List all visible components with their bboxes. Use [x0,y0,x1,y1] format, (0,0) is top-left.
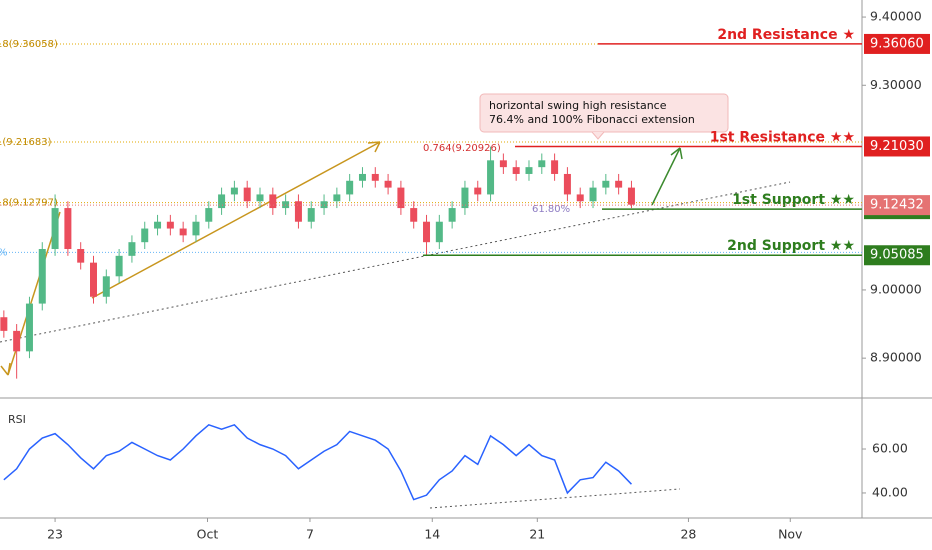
candle-body [102,276,110,297]
candle-body [435,221,443,243]
level-label: 2nd Support ★★ [727,238,855,254]
candle-body [551,160,559,174]
candle-body [448,208,456,222]
fib-label: 1(9.21683) [0,137,52,148]
candle-body [371,173,379,181]
candle-body [13,330,21,352]
candle-body [461,187,469,209]
candle-body [384,180,392,188]
price-box [864,245,930,266]
last-price-box [864,195,930,216]
candle-body [192,221,200,236]
candle-body [358,173,366,181]
candle-body [333,194,341,202]
rsi-line [3,423,632,501]
x-tick-label: Oct [197,527,219,542]
candle-body [256,194,264,202]
candle-body [38,249,46,304]
candle-body [269,194,277,209]
candle-body [576,194,584,202]
candle-body [512,167,520,174]
x-tick-label: Nov [778,527,803,542]
rsi-trend-line [429,488,681,509]
candle-body [589,187,597,202]
last-price-label: 9.12432 [870,198,924,213]
x-tick-label: 14 [424,527,440,542]
candle-body [51,208,59,250]
fib-label: % [0,247,8,258]
candle-body [397,187,405,209]
y-tick-label: 60.00 [872,441,908,456]
candle-body [218,194,226,209]
price-box-label: 9.36060 [870,36,924,51]
projection-arrow [651,147,683,206]
price-box [864,33,930,54]
fib-label: 61.80% [532,204,570,215]
candle-body [294,201,302,222]
x-tick-label: 28 [680,527,696,542]
y-tick-label: 8.90000 [870,350,922,365]
level-label: 1st Resistance ★★ [710,129,855,145]
fib-label: 0.764(9.20926) [423,143,501,154]
candle-body [423,221,431,243]
candle-body [154,221,162,229]
candle-body [474,187,482,195]
candle-body [205,208,213,222]
candle-body [141,228,149,243]
candle-body [230,187,238,195]
fib-label: 18(9.36058) [0,39,58,50]
level-label: 2nd Resistance ★ [717,27,855,43]
candle-body [64,208,72,250]
candle-body [602,180,610,188]
y-tick-label: 40.00 [872,484,908,499]
candle-body [487,160,495,195]
candle-body [25,303,33,352]
price-box-label: 9.21030 [870,139,924,154]
candle-body [525,167,533,174]
candle-body [243,187,251,202]
level-label: 1st Support ★★ [732,192,855,208]
candle-body [90,262,98,297]
candle-body [128,242,136,256]
candle-body [307,208,315,222]
candle-body [627,187,635,205]
candle-body [410,208,418,222]
price-box [864,136,930,157]
candle-body [538,160,546,168]
rsi-title: RSI [8,413,26,426]
x-tick-label: 21 [529,527,545,542]
callout-text: 76.4% and 100% Fibonacci extension [489,113,695,126]
x-tick-label: 23 [47,527,63,542]
y-tick-label: 9.00000 [870,281,922,296]
candle-body [499,160,507,168]
callout-text: horizontal swing high resistance [489,99,667,112]
candle-body [346,180,354,195]
y-tick-label: 9.40000 [870,9,922,24]
callout [479,93,729,140]
fib-label: 18(9.12797) [0,198,58,209]
candle-body [115,255,123,277]
candle-body [0,317,8,331]
candle-body [563,173,571,195]
x-tick-label: 7 [306,527,314,542]
candle-body [615,180,623,188]
y-tick-label: 9.30000 [870,77,922,92]
price-box-label: 9.05085 [870,248,924,263]
candle-body [179,228,187,236]
candle-body [77,249,85,263]
candle-body [166,221,174,229]
